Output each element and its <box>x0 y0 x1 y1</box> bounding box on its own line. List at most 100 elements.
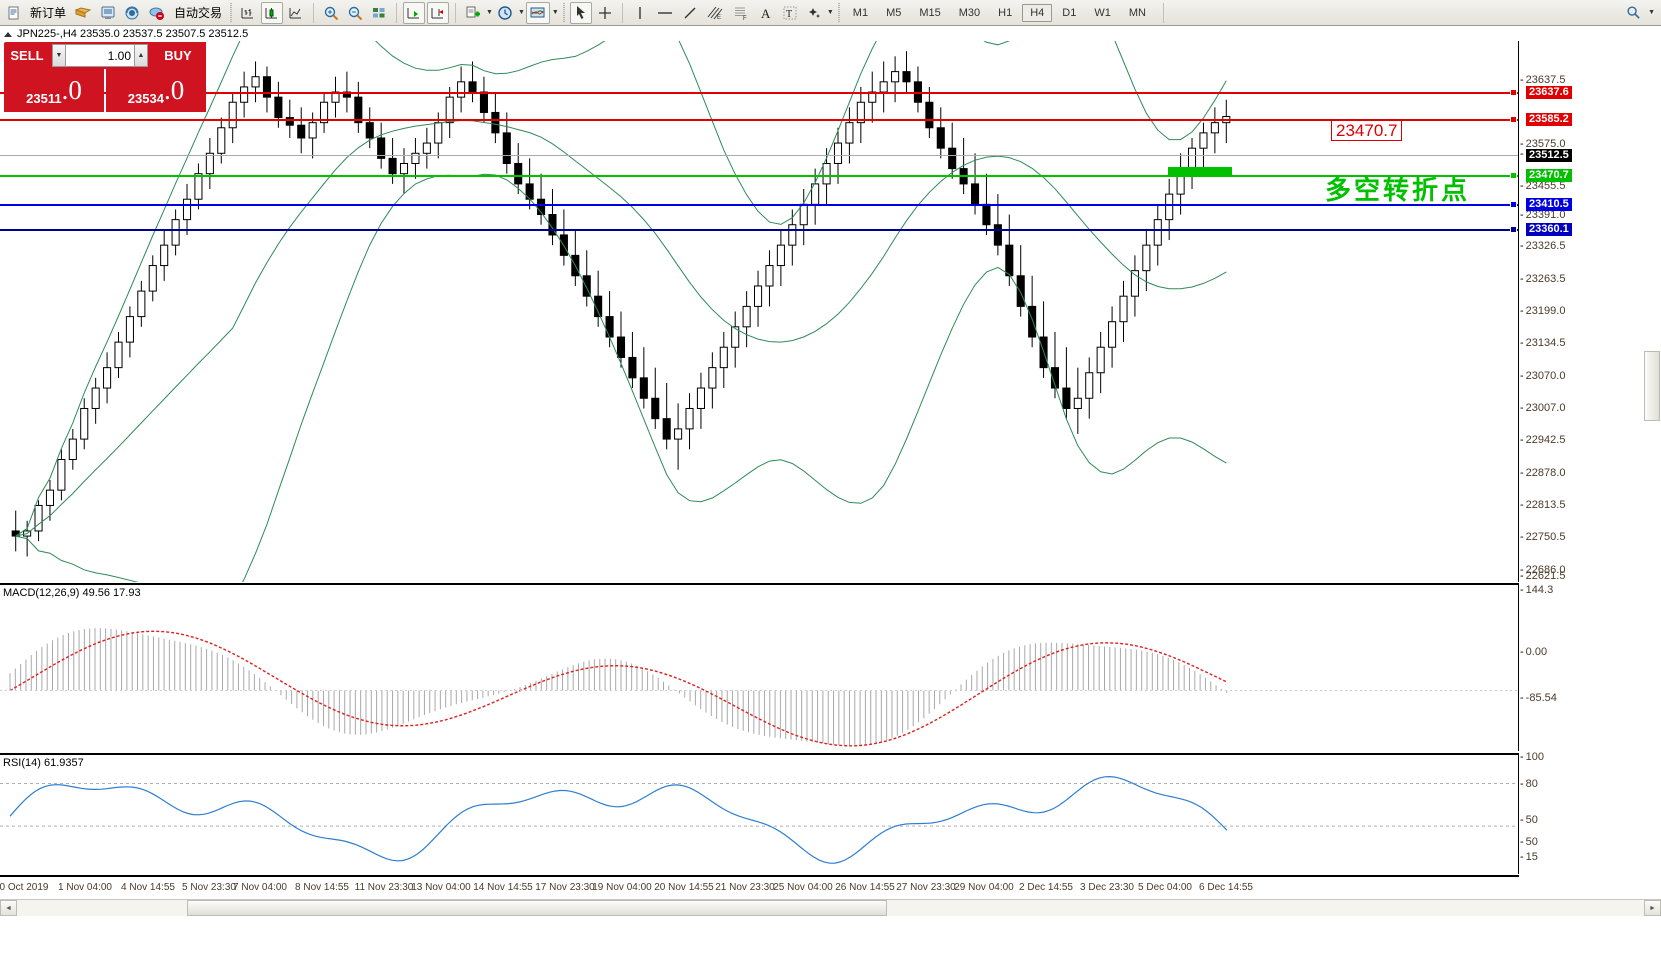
volume-stepper[interactable]: ▼ 1.00 ▲ <box>50 42 150 69</box>
support-line-blue-1[interactable] <box>0 204 1518 206</box>
volume-increment-button[interactable]: ▲ <box>134 44 148 67</box>
resistance-line-1-handle[interactable] <box>1510 89 1517 96</box>
chart-shift-icon[interactable] <box>427 1 450 24</box>
one-click-trading-panel[interactable]: SELL ▼ 1.00 ▲ BUY 23511 .0 23534 .0 <box>4 42 206 112</box>
templates-icon[interactable] <box>525 1 550 24</box>
objects-dropdown-caret[interactable]: ▼ <box>826 9 834 16</box>
time-axis-label: 27 Nov 23:30 <box>896 882 956 893</box>
volume-decrement-button[interactable]: ▼ <box>52 44 66 67</box>
scroll-left-arrow[interactable]: ◄ <box>0 900 17 916</box>
zoom-in-icon[interactable] <box>320 2 342 24</box>
new-order-label[interactable]: 新订单 <box>30 6 67 20</box>
candlestick-chart-icon[interactable] <box>261 1 284 24</box>
resistance-line-2[interactable] <box>0 119 1518 121</box>
auto-scroll-icon[interactable] <box>403 1 426 24</box>
signal-icon[interactable] <box>121 2 143 24</box>
support-line-green-handle[interactable] <box>1510 172 1517 179</box>
horizontal-line-tool-icon[interactable] <box>653 2 677 24</box>
buy-price[interactable]: 23534 .0 <box>106 69 206 112</box>
search-icon[interactable] <box>1626 5 1641 20</box>
svg-text:F: F <box>743 16 747 21</box>
templates-dropdown-caret[interactable]: ▼ <box>551 9 559 16</box>
time-axis-label: 5 Nov 23:30 <box>182 882 236 893</box>
timeframe-h4[interactable]: H4 <box>1022 3 1053 22</box>
tile-windows-icon[interactable] <box>368 2 390 24</box>
time-axis-label: 3 Dec 23:30 <box>1080 882 1134 893</box>
rsi-pane[interactable]: RSI(14) 61.9357 <box>0 753 1519 874</box>
add-indicator-icon[interactable] <box>462 2 484 24</box>
time-axis-label: 6 Dec 14:55 <box>1199 882 1253 893</box>
line-chart-icon[interactable] <box>285 2 307 24</box>
timeframe-h1[interactable]: H1 <box>998 6 1013 19</box>
zoom-out-icon[interactable] <box>344 2 366 24</box>
timeframe-m5[interactable]: M5 <box>886 6 902 19</box>
price-tick: -23199.0 <box>1520 305 1566 317</box>
chart-annotation-text: 多空转折点 <box>1325 176 1471 206</box>
scroll-right-arrow[interactable]: ► <box>1644 900 1661 916</box>
cursor-tool-icon[interactable] <box>569 1 592 24</box>
resistance-line-1[interactable] <box>0 92 1518 94</box>
equidistant-channel-tool-icon[interactable]: E <box>703 2 727 24</box>
time-axis-label: 13 Nov 04:00 <box>411 882 471 893</box>
macd-scale: -144.3 -0.00 - -85.54 <box>1520 583 1661 751</box>
expert-advisor-icon[interactable] <box>145 2 169 24</box>
timeframe-mn[interactable]: MN <box>1128 6 1146 19</box>
period-dropdown-caret[interactable]: ▼ <box>517 9 525 16</box>
green-highlight-box <box>1168 167 1232 176</box>
symbol-header: JPN225-,H4 23535.0 23537.5 23507.5 23512… <box>0 27 1661 41</box>
time-axis-label: 2 Dec 14:55 <box>1019 882 1073 893</box>
timeframe-d1[interactable]: D1 <box>1062 6 1077 19</box>
main-toolbar: 新订单 自动交易 <box>0 0 1661 26</box>
vertical-line-tool-icon[interactable] <box>629 2 651 24</box>
sell-button[interactable]: SELL <box>4 42 50 69</box>
autotrading-label[interactable]: 自动交易 <box>174 6 223 20</box>
price-tick: -22686.0 <box>1520 564 1566 576</box>
bar-chart-icon[interactable] <box>237 2 259 24</box>
trade-panel-top-row: SELL ▼ 1.00 ▲ BUY <box>4 42 206 69</box>
bollinger-bands <box>15 41 1227 582</box>
search-dropdown-caret[interactable]: ▼ <box>1648 9 1655 16</box>
buy-button[interactable]: BUY <box>150 42 206 69</box>
text-label-tool-icon[interactable]: T <box>779 2 801 24</box>
period-clock-icon[interactable] <box>494 2 516 24</box>
rsi-scale: -100 -80 -50 -50 -15 <box>1520 751 1661 874</box>
macd-pane[interactable]: MACD(12,26,9) 49.56 17.93 <box>0 583 1519 751</box>
timeframe-m1[interactable]: M1 <box>852 6 869 19</box>
vertical-scrollbar-thumb[interactable] <box>1644 351 1660 421</box>
volume-input[interactable]: 1.00 <box>66 44 134 67</box>
horizontal-scrollbar[interactable]: ◄ ► <box>0 899 1661 916</box>
indicator-dropdown-caret[interactable]: ▼ <box>486 9 493 16</box>
current-price-line-price-chip: 23512.5 <box>1526 149 1572 162</box>
current-price-line[interactable] <box>0 155 1518 156</box>
vertical-scrollbar[interactable] <box>1644 41 1661 421</box>
support-line-blue-1-handle[interactable] <box>1510 201 1517 208</box>
terminal-icon[interactable] <box>97 2 119 24</box>
horizontal-scrollbar-thumb[interactable] <box>187 900 887 916</box>
buy-price-integer: 23534 <box>127 91 164 106</box>
price-scale[interactable]: -23637.5-23575.0-23512.5-23455.5-23391.0… <box>1520 41 1661 582</box>
resistance-line-2-handle[interactable] <box>1510 116 1517 123</box>
macd-tick: - -85.54 <box>1520 692 1557 704</box>
timeframe-m15[interactable]: M15 <box>919 6 941 19</box>
support-line-blue-2[interactable] <box>0 229 1518 231</box>
time-axis[interactable]: 0 Oct 2019 1 Nov 04:00 4 Nov 14:55 5 Nov 23… <box>0 875 1519 899</box>
fibonacci-tool-icon[interactable]: F <box>729 2 753 24</box>
objects-tool-icon[interactable] <box>803 2 825 24</box>
scroll-track-left[interactable] <box>17 900 187 916</box>
support-line-blue-2-handle[interactable] <box>1510 226 1517 233</box>
collapse-triangle-icon[interactable] <box>4 31 12 37</box>
new-order-button[interactable] <box>3 2 25 24</box>
text-tool-icon[interactable]: A <box>755 2 777 24</box>
scroll-track-right[interactable] <box>887 900 1644 916</box>
main-chart-pane[interactable] <box>0 41 1519 582</box>
folder-icon[interactable] <box>71 2 95 24</box>
crosshair-tool-icon[interactable] <box>594 2 616 24</box>
support-line-green[interactable] <box>0 175 1518 177</box>
price-tick: -22942.5 <box>1520 434 1566 446</box>
toolbar-divider-2 <box>396 2 398 23</box>
sell-price[interactable]: 23511 .0 <box>4 69 104 112</box>
timeframe-m30[interactable]: M30 <box>958 6 981 19</box>
trendline-tool-icon[interactable] <box>679 2 701 24</box>
rsi-tick: -15 <box>1520 851 1538 863</box>
timeframe-w1[interactable]: W1 <box>1094 6 1111 19</box>
